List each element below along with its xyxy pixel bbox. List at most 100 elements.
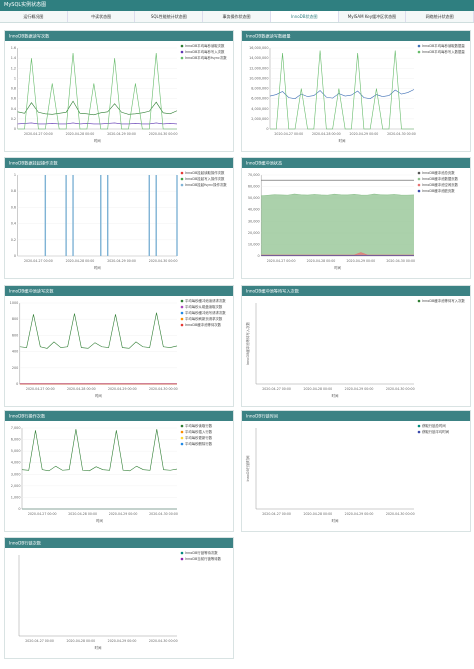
legend-label: 平均每秒更新行数 xyxy=(185,435,213,440)
legend-marker xyxy=(180,551,184,555)
legend-label: InnoDB平均每秒写入次数 xyxy=(185,49,225,54)
tab[interactable]: SQL性能统计状态图 xyxy=(135,11,204,22)
y-tick-label: 0.2 xyxy=(11,117,16,121)
legend-label: 获取行锁平均时间 xyxy=(422,429,450,434)
legend-label: InnoDB平均每秒读取数据量 xyxy=(422,43,465,48)
chart: InnoDB数据读写数据量 0 2,000,000 4,000,000 6,000,00… xyxy=(242,31,470,143)
legend-marker xyxy=(417,171,421,175)
y-tick-label: 14,000,000 xyxy=(249,56,268,60)
x-tick-label: 2020-04-27 00:00 xyxy=(24,259,53,263)
legend-marker xyxy=(417,183,421,187)
bar xyxy=(148,175,150,256)
y-tick-label: 60,000 xyxy=(248,185,260,189)
legend-label: InnoDB缓冲池数据页数 xyxy=(422,176,459,181)
x-tick-label: 2020-04-29 00:00 xyxy=(345,512,374,516)
x-tick-label: 2020-04-29 00:00 xyxy=(346,259,375,263)
x-tick-label: 2020-04-30 00:00 xyxy=(386,512,415,516)
bar xyxy=(65,175,67,256)
y-tick-label: 1.6 xyxy=(11,46,16,50)
chart: InnoDB缓冲池读写次数 0 200 400 600 800 1000 2020-04-27… xyxy=(5,286,233,398)
x-tick-label: 2020-04-30 00:00 xyxy=(149,132,178,136)
legend-marker xyxy=(180,171,184,175)
chart-panel: InnoDB数据挂起操作次数 0 0.2 0.4 0.6 0.8 1 2020-04-27 0… xyxy=(4,157,234,279)
bar xyxy=(176,175,178,256)
legend-label: InnoDB缓冲池等待写入次数 xyxy=(422,298,465,303)
x-tick-label: 2020-04-30 00:00 xyxy=(386,259,415,263)
x-tick-label: 2020-04-30 00:00 xyxy=(386,387,415,391)
legend-marker xyxy=(417,177,421,181)
y-tick-label: 4,000 xyxy=(11,461,21,465)
x-axis-label: 时间 xyxy=(96,518,103,523)
y-tick-label: 1,000 xyxy=(11,495,21,499)
legend-marker xyxy=(417,424,421,428)
x-tick-label: 2020-04-27 00:00 xyxy=(267,259,296,263)
x-tick-label: 2020-04-28 00:00 xyxy=(312,132,341,136)
chart-title: InnoDB行锁时间 xyxy=(246,412,278,419)
line xyxy=(17,122,178,125)
y-tick-label: 6,000,000 xyxy=(251,97,268,101)
legend-marker xyxy=(417,299,421,303)
y-tick-label: 2,000,000 xyxy=(251,117,268,121)
legend-marker xyxy=(417,189,421,193)
chart-panel: InnoDB缓冲池读写次数 0 200 400 600 800 1000 2020-04-27… xyxy=(4,285,234,407)
y-tick-label: 0.4 xyxy=(11,107,16,111)
line xyxy=(270,50,414,130)
chart-panel: InnoDB数据读写数据量 0 2,000,000 4,000,000 6,000,00… xyxy=(241,30,471,152)
legend-label: 平均每秒删除行数 xyxy=(185,441,213,446)
legend-marker xyxy=(180,311,184,315)
legend-label: InnoDB平均每秒fsync次数 xyxy=(185,55,227,60)
y-tick-label: 20,000 xyxy=(248,231,260,235)
line xyxy=(269,89,415,99)
y-tick-label: 70,000 xyxy=(248,173,260,177)
chart-title: InnoDB行操作次数 xyxy=(9,412,46,419)
legend-label: InnoDB缓冲池总页数 xyxy=(422,170,455,175)
legend-marker xyxy=(180,305,184,309)
chart: InnoDB行锁次数 2020-04-27 00:00 2020-04-28 00:… xyxy=(5,538,233,650)
x-tick-label: 2020-04-30 00:00 xyxy=(149,639,178,643)
y-tick-label: 1.4 xyxy=(11,56,16,60)
tab-bar: 运行概况图 中读状态图 SQL性能统计状态图 事务操作状态图 InnoDB状态图 MyIS… xyxy=(0,11,474,23)
line xyxy=(261,252,414,256)
y-axis-label: InnoDB缓冲池等待写入次数 xyxy=(245,321,250,364)
tab[interactable]: 事务操作状态图 xyxy=(203,11,271,22)
panel-header xyxy=(5,286,233,296)
tab[interactable]: 网络统计状态图 xyxy=(406,11,474,22)
chart: InnoDB缓冲池状态 0 10,000 20,000 30,000 40,000 50,0… xyxy=(242,158,470,270)
y-tick-label: 1 xyxy=(14,173,16,177)
legend-label: 平均每秒插入行数 xyxy=(185,429,213,434)
chart-panel: InnoDB数据读写次数 0 0.2 0.4 0.6 0.8 1 1.2 1.4 1.6 2020-… xyxy=(4,30,234,152)
legend-marker xyxy=(180,436,184,440)
legend-label: InnoDB缓冲池等待次数 xyxy=(185,322,222,327)
y-tick-label: 600 xyxy=(12,333,18,337)
x-axis-label: 时间 xyxy=(332,518,339,523)
y-tick-label: 0.4 xyxy=(11,222,16,226)
bar xyxy=(155,175,157,256)
y-axis-label: InnoDB行锁时间 xyxy=(245,455,250,481)
y-tick-label: 5,000 xyxy=(11,449,21,453)
tab[interactable]: MyISAM Key缓冲区状态图 xyxy=(339,11,407,22)
y-tick-label: 10,000,000 xyxy=(249,76,268,80)
y-tick-label: 7,000 xyxy=(11,426,21,430)
x-axis-label: 时间 xyxy=(334,265,341,270)
y-tick-label: 30,000 xyxy=(248,219,260,223)
y-tick-label: 0 xyxy=(18,507,20,511)
x-tick-label: 2020-04-28 00:00 xyxy=(307,259,336,263)
x-tick-label: 2020-04-29 00:00 xyxy=(345,387,374,391)
chart-title: InnoDB缓冲池等待写入次数 xyxy=(246,287,300,294)
chart: InnoDB行操作次数 0 1,000 2,000 3,000 4,000 5,000 6,0… xyxy=(5,411,233,523)
x-tick-label: 2020-04-29 00:00 xyxy=(109,512,138,516)
tab[interactable]: 中读状态图 xyxy=(68,11,136,22)
legend-marker xyxy=(180,177,184,181)
chart: InnoDB行锁时间 InnoDB行锁时间 2020-04-27 00:00 2020… xyxy=(242,411,470,523)
x-tick-label: 2020-04-30 00:00 xyxy=(149,387,178,391)
legend-label: InnoDB挂起读取操作次数 xyxy=(185,170,225,175)
header-title: MySQL实例状态图 xyxy=(0,0,474,11)
legend-marker xyxy=(180,299,184,303)
panel-header xyxy=(5,158,233,168)
tab[interactable]: 运行概况图 xyxy=(0,11,68,22)
x-axis-label: 时间 xyxy=(95,645,102,650)
tab[interactable]: InnoDB状态图 xyxy=(270,11,339,22)
y-tick-label: 0 xyxy=(258,254,260,258)
legend-label: 平均每秒刷新页请求次数 xyxy=(185,316,223,321)
x-tick-label: 2020-04-28 00:00 xyxy=(303,387,332,391)
